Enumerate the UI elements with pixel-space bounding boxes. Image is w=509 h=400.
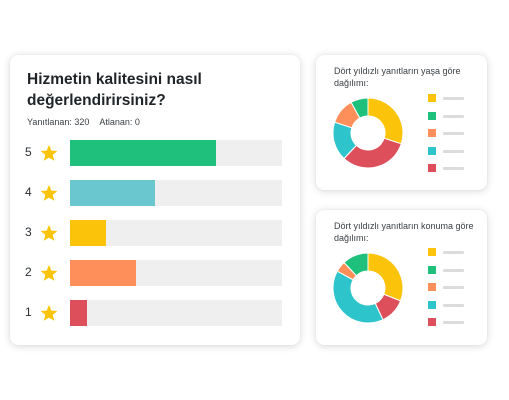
bar-fill [70,220,106,246]
legend-item [428,317,468,327]
legend-swatch [428,248,436,256]
legend-item [428,163,468,173]
bar-fill [70,260,136,286]
legend-swatch [428,111,436,120]
rating-label: 4 [25,185,32,199]
legend-swatch [428,300,436,309]
location-card-title: Dört yıldızlı yanıtların konuma göre dağ… [334,221,474,243]
rating-label: 3 [25,225,32,239]
legend-swatch [428,318,436,326]
star-icon [40,145,58,161]
legend-item [428,282,468,292]
star-icon [40,185,58,201]
age-donut-chart [332,97,404,169]
donut-slice-2 [343,137,402,169]
donut-slice-1 [367,252,404,302]
legend-item [428,93,468,103]
donut-slice-1 [367,97,404,145]
legend-placeholder-bar [443,132,464,135]
rating-row-1: 1 [10,300,300,326]
location-distribution-card: Dört yıldızlı yanıtların konuma göre dağ… [316,210,487,345]
legend-swatch [428,129,436,137]
bar-track [70,220,282,246]
legend-placeholder-bar [443,286,464,289]
response-stats: Yanıtlanan: 320 Atlanan: 0 [27,117,140,127]
rating-row-5: 5 [10,140,300,166]
bar-track [70,260,282,286]
legend-placeholder-bar [443,97,464,100]
location-donut-chart [332,252,404,324]
answered-count: Yanıtlanan: 320 [27,117,90,127]
legend-item [428,265,468,275]
legend-item [428,128,468,138]
donut-slice-5 [350,97,369,119]
legend-placeholder-bar [443,167,464,170]
skipped-count: Atlanan: 0 [99,117,140,127]
age-card-title: Dört yıldızlı yanıtların yaşa göre dağıl… [334,66,461,88]
legend-item [428,111,468,121]
star-icon [40,225,58,241]
bar-track [70,300,282,326]
legend-placeholder-bar [443,303,464,307]
donut-slice-5 [343,252,369,277]
location-legend [428,247,468,335]
bar-fill [70,300,87,326]
legend-item [428,146,468,156]
rating-label: 2 [25,265,32,279]
legend-item [428,247,468,257]
legend-item [428,300,468,310]
rating-row-4: 4 [10,180,300,206]
question-title: Hizmetin kalitesini nasıl değerlendirirs… [27,71,202,109]
rating-question-card: Hizmetin kalitesini nasıl değerlendirirs… [10,55,300,345]
legend-swatch [428,265,436,274]
bar-fill [70,180,155,206]
rating-row-3: 3 [10,220,300,246]
legend-placeholder-bar [443,268,464,272]
age-distribution-card: Dört yıldızlı yanıtların yaşa göre dağıl… [316,55,487,190]
rating-label: 1 [25,305,32,319]
legend-swatch [428,146,436,155]
rating-row-2: 2 [10,260,300,286]
rating-label: 5 [25,145,32,159]
legend-placeholder-bar [443,114,464,118]
legend-placeholder-bar [443,251,464,254]
star-icon [40,305,58,321]
legend-swatch [428,164,436,172]
bar-track [70,140,282,166]
legend-swatch [428,94,436,102]
legend-swatch [428,283,436,291]
legend-placeholder-bar [443,321,464,324]
bar-track [70,180,282,206]
bar-fill [70,140,216,166]
star-icon [40,265,58,281]
donut-slice-3 [332,270,384,324]
legend-placeholder-bar [443,149,464,153]
age-legend [428,93,468,181]
